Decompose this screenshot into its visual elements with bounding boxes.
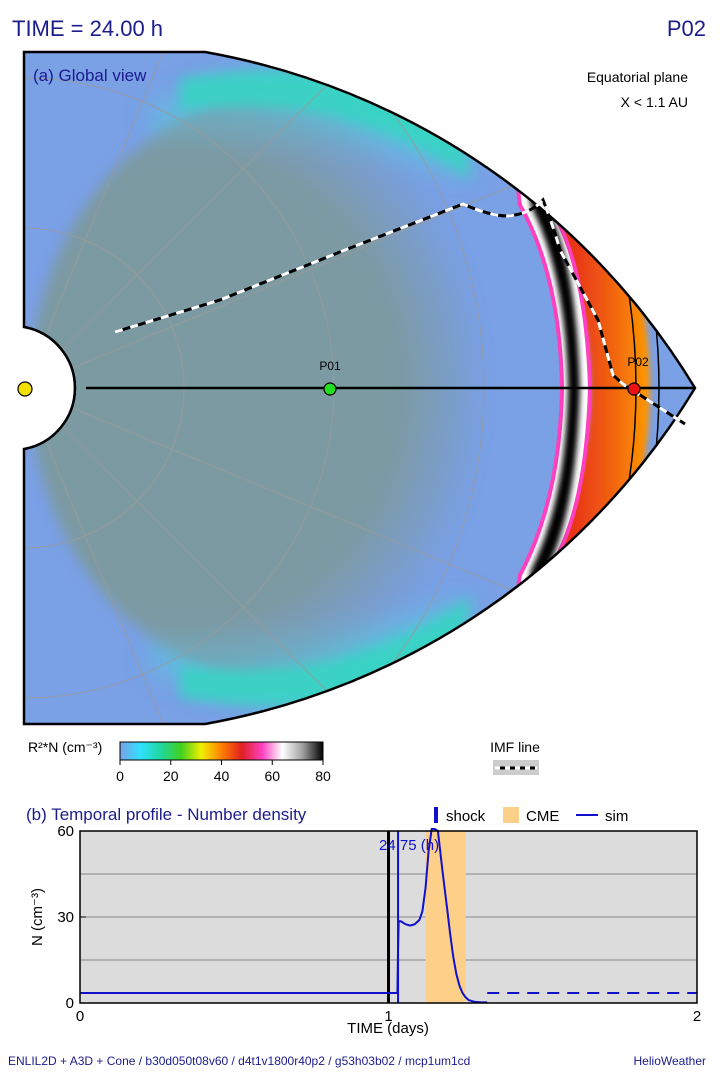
colorbar-tick-label: 20: [163, 768, 179, 784]
colorbar-tick-label: 60: [264, 768, 280, 784]
global-view-title: (a) Global view: [33, 66, 147, 85]
figure-canvas: P01 P02 (a) Global view Equatorial plane…: [17, 50, 701, 1037]
imf-legend-label: IMF line: [490, 739, 540, 755]
time-title: TIME = 24.00 h: [12, 16, 164, 41]
plot-area: 24.75 (h) 0 1 2 0 30 60: [57, 823, 701, 1025]
legend-sim-label: sim: [605, 808, 628, 825]
legend-cme-label: CME: [526, 808, 559, 825]
chart-title: (b) Temporal profile - Number density: [26, 805, 307, 824]
y-axis-label: N (cm⁻³): [29, 888, 46, 946]
probe-p01-marker[interactable]: [323, 382, 337, 396]
legend-cme-swatch: [503, 807, 519, 823]
colorbar-label: R²*N (cm⁻³): [28, 739, 102, 755]
x-axis-label: TIME (days): [347, 1020, 429, 1037]
colorbar-tick-label: 80: [315, 768, 331, 784]
colorbar: R²*N (cm⁻³) 0 20 40 60 80: [28, 739, 331, 784]
chart-legend: shock CME sim: [434, 807, 628, 825]
y-tick-label: 30: [57, 909, 74, 926]
colorbar-ticks: 0 20 40 60 80: [116, 760, 331, 784]
y-tick-label: 60: [57, 823, 74, 840]
plane-label: Equatorial plane: [587, 69, 688, 85]
cme-interval-band: [425, 831, 466, 1003]
probe-p02-marker[interactable]: [627, 382, 641, 396]
colorbar-bar: [119, 741, 324, 761]
colorbar-tick-label: 0: [116, 768, 124, 784]
sun-marker: [17, 381, 33, 397]
y-tick-label: 0: [66, 995, 74, 1012]
legend-shock-swatch: [434, 807, 438, 823]
x-tick-label: 0: [76, 1008, 84, 1025]
series-line-sim: [80, 828, 488, 1004]
x-tick-label: 2: [693, 1008, 701, 1025]
shock-time-label: 24.75 (h): [379, 837, 439, 854]
temporal-profile-panel: (b) Temporal profile - Number density sh…: [26, 805, 701, 1037]
range-label: X < 1.1 AU: [621, 94, 688, 110]
probe-p01-label: P01: [319, 359, 341, 373]
imf-legend: IMF line: [490, 739, 540, 775]
probe-id: P02: [666, 16, 706, 41]
imf-line: [114, 197, 686, 426]
inner-boundary: [23, 325, 77, 451]
legend-shock-label: shock: [446, 808, 486, 825]
x-tick-label: 1: [384, 1008, 392, 1025]
colorbar-tick-label: 40: [214, 768, 230, 784]
footer-credit: HelioWeather: [633, 1054, 706, 1068]
footer-run-id: ENLIL2D + A3D + Cone / b30d050t08v60 / d…: [8, 1054, 471, 1068]
probe-p02-label: P02: [627, 355, 649, 369]
